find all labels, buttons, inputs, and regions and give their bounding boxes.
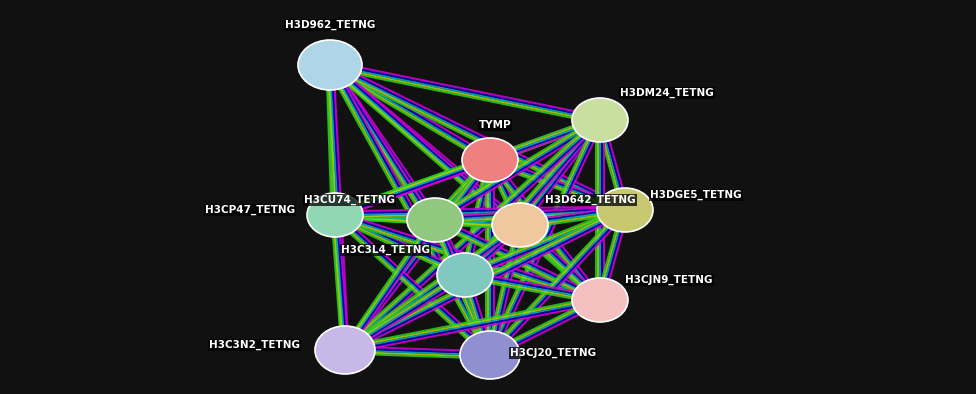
Text: TYMP: TYMP bbox=[478, 120, 511, 130]
Text: H3D962_TETNG: H3D962_TETNG bbox=[285, 20, 375, 30]
Text: H3CP47_TETNG: H3CP47_TETNG bbox=[205, 205, 295, 215]
Ellipse shape bbox=[298, 40, 362, 90]
Text: H3DM24_TETNG: H3DM24_TETNG bbox=[620, 88, 713, 98]
Text: H3C3L4_TETNG: H3C3L4_TETNG bbox=[341, 245, 430, 255]
Text: H3CU74_TETNG: H3CU74_TETNG bbox=[304, 195, 395, 205]
Ellipse shape bbox=[597, 188, 653, 232]
Text: H3DGE5_TETNG: H3DGE5_TETNG bbox=[650, 190, 742, 200]
Ellipse shape bbox=[572, 98, 628, 142]
Ellipse shape bbox=[315, 326, 375, 374]
Ellipse shape bbox=[492, 203, 548, 247]
Ellipse shape bbox=[460, 331, 520, 379]
Ellipse shape bbox=[572, 278, 628, 322]
Text: H3CJ20_TETNG: H3CJ20_TETNG bbox=[510, 348, 596, 358]
Ellipse shape bbox=[307, 193, 363, 237]
Text: H3CJN9_TETNG: H3CJN9_TETNG bbox=[625, 275, 712, 285]
Text: H3C3N2_TETNG: H3C3N2_TETNG bbox=[209, 340, 300, 350]
Ellipse shape bbox=[407, 198, 463, 242]
Ellipse shape bbox=[462, 138, 518, 182]
Ellipse shape bbox=[437, 253, 493, 297]
Text: H3D642_TETNG: H3D642_TETNG bbox=[545, 195, 635, 205]
